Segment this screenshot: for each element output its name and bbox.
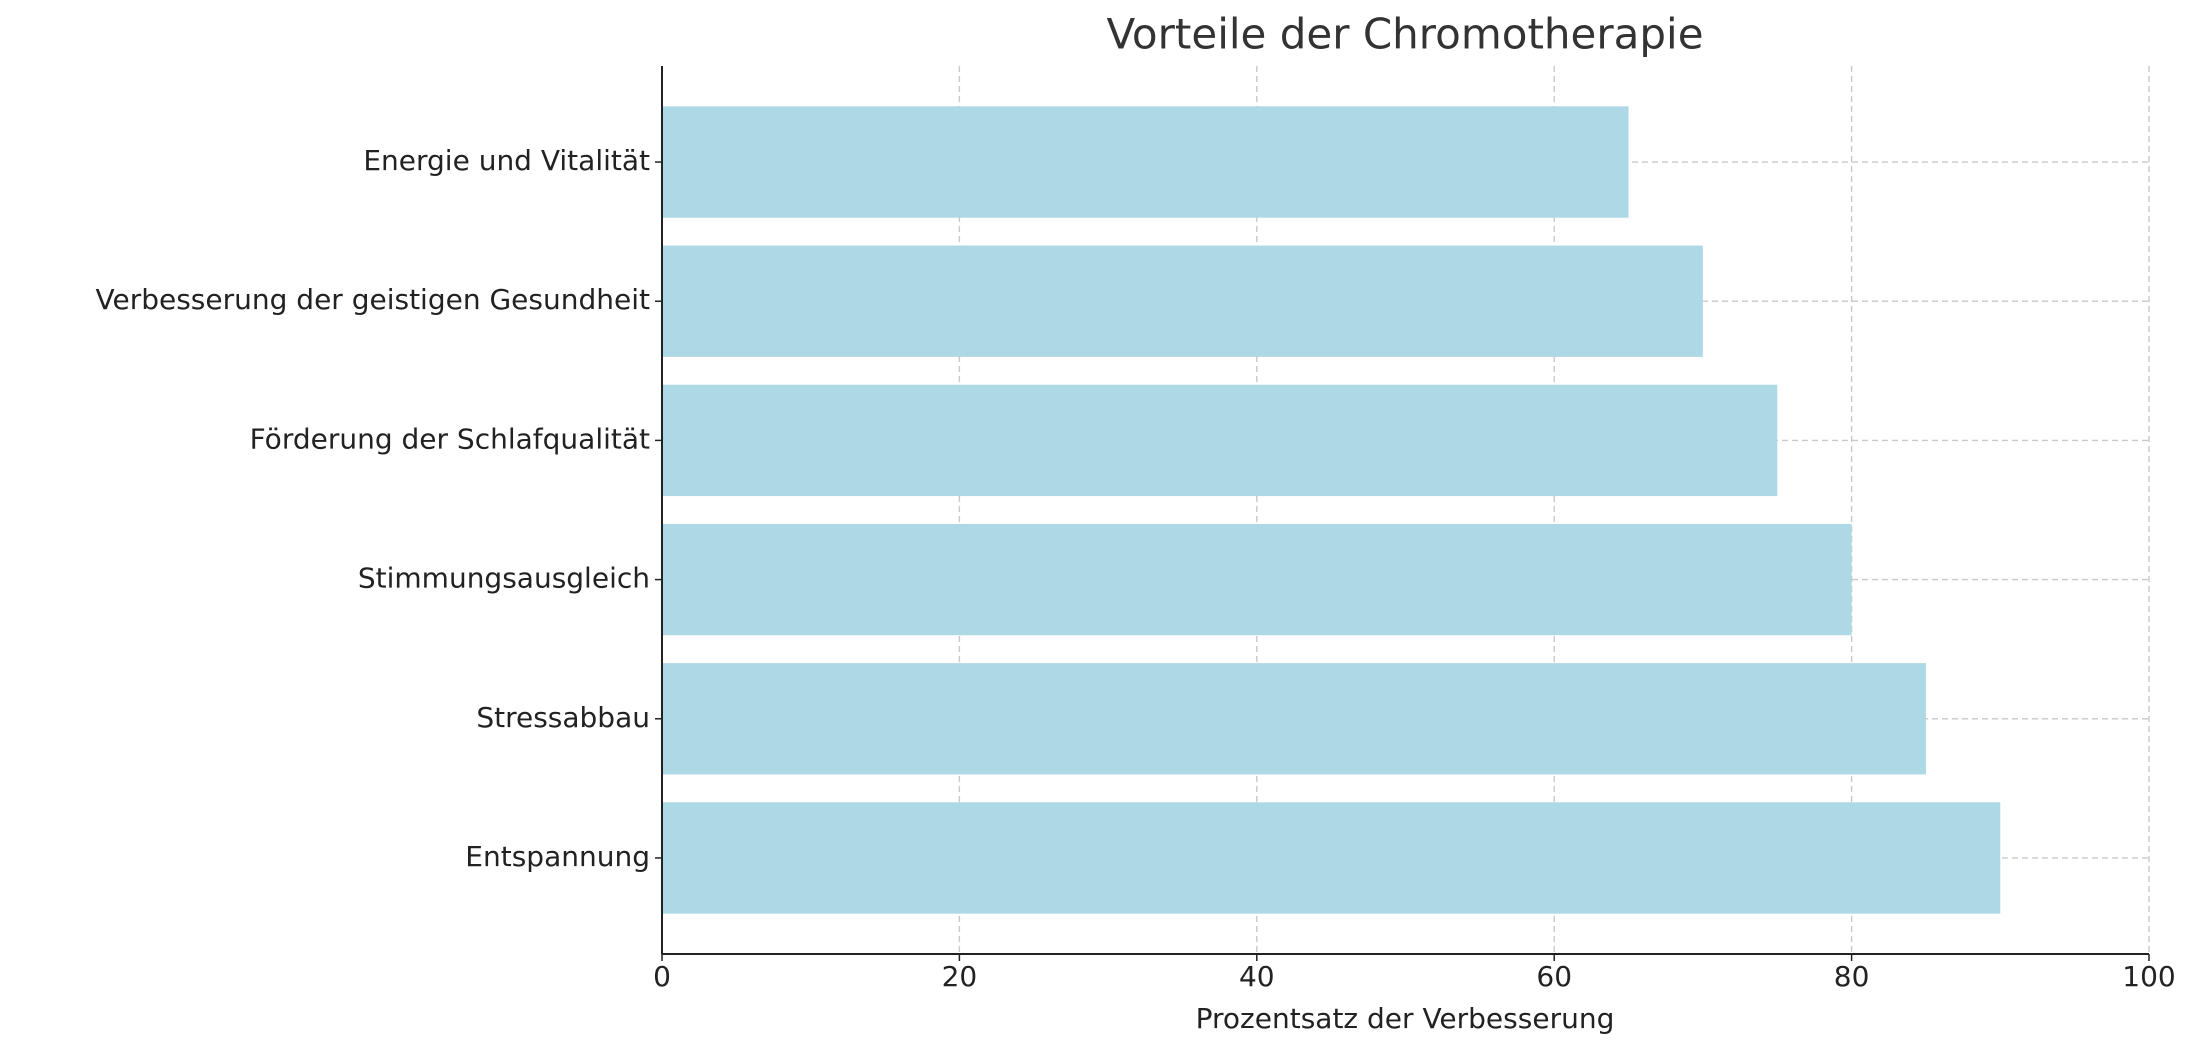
bar bbox=[662, 245, 1703, 357]
x-axis-label: Prozentsatz der Verbesserung bbox=[1196, 1002, 1615, 1035]
bar bbox=[662, 384, 1778, 497]
x-tick-label: 80 bbox=[1834, 960, 1870, 993]
y-tick-label: Stimmungsausgleich bbox=[358, 562, 650, 595]
x-tick-label: 20 bbox=[942, 960, 978, 993]
bar bbox=[662, 106, 1629, 218]
bar bbox=[662, 523, 1852, 636]
y-tick-label: Verbesserung der geistigen Gesundheit bbox=[96, 283, 651, 316]
bar bbox=[662, 663, 1926, 775]
chart-title: Vorteile der Chromotherapie bbox=[1106, 10, 1703, 59]
y-tick-label: Entspannung bbox=[465, 840, 650, 873]
y-tick-label: Stressabbau bbox=[476, 701, 650, 734]
y-tick-label: Energie und Vitalität bbox=[363, 144, 650, 177]
x-tick-label: 100 bbox=[2122, 960, 2175, 993]
bar bbox=[662, 802, 2001, 914]
x-tick-label: 0 bbox=[653, 960, 671, 993]
x-tick-label: 40 bbox=[1239, 960, 1275, 993]
x-tick-label: 60 bbox=[1536, 960, 1572, 993]
y-tick-label: Förderung der Schlafqualität bbox=[250, 422, 650, 455]
